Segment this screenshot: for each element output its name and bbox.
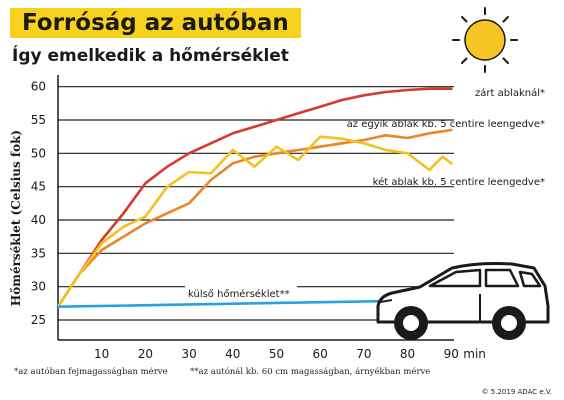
x-tick-label: 30 <box>181 347 196 361</box>
series-label-one-window-open: az egyik ablak kb. 5 centire leengedve* <box>347 119 545 130</box>
series-line-two-windows-open <box>56 135 453 308</box>
x-unit-label: min <box>463 347 486 361</box>
series-label-two-windows-open: két ablak kb. 5 centire leengedve* <box>373 176 545 188</box>
y-axis-label: Hőmérséklet (Celsius fok) <box>9 130 23 306</box>
x-tick-label: 20 <box>138 347 153 361</box>
footnote-inside: *az autóban fejmagasságban mérve <box>14 367 168 377</box>
y-tick-label: 40 <box>31 213 46 227</box>
series-labels: zárt ablaknál* az egyik ablak kb. 5 centi… <box>185 87 545 300</box>
y-tick-label: 50 <box>31 146 46 160</box>
page-title: Forróság az autóban <box>10 8 301 38</box>
x-tick-label: 80 <box>400 347 415 361</box>
x-tick-label: 10 <box>94 347 109 361</box>
sun-icon <box>452 7 518 73</box>
x-tick-label: 40 <box>225 347 240 361</box>
x-tick-label: 60 <box>313 347 328 361</box>
x-tick-label: 50 <box>269 347 284 361</box>
axes: Hőmérséklet (Celsius fok) <box>9 75 454 341</box>
car-icon <box>376 262 550 340</box>
y-tick-label: 55 <box>31 113 46 127</box>
y-tick-label: 30 <box>31 280 46 294</box>
y-tick-label: 45 <box>31 180 46 194</box>
y-tick-label: 25 <box>31 313 46 327</box>
y-tick-labels: 25 30 35 40 45 50 55 60 <box>31 80 46 327</box>
copyright: © 5.2019 ADAC e.V. <box>481 388 552 396</box>
x-tick-label: 70 <box>356 347 371 361</box>
x-tick-labels: 10 20 30 40 50 60 70 80 90 min <box>94 347 486 361</box>
series-label-outside: külső hőmérséklet** <box>188 288 290 300</box>
series-label-closed-windows: zárt ablaknál* <box>475 87 545 99</box>
page-subtitle: Így emelkedik a hőmérséklet <box>12 46 289 66</box>
series-line-closed-windows <box>56 87 453 308</box>
series-line-one-window-open <box>56 128 453 308</box>
y-tick-label: 60 <box>31 80 46 94</box>
footnote-outside: **az autónál kb. 60 cm magasságban, árny… <box>190 367 431 377</box>
x-tick-label: 90 <box>444 347 459 361</box>
y-tick-label: 35 <box>31 246 46 260</box>
outside-label-background <box>185 286 297 300</box>
